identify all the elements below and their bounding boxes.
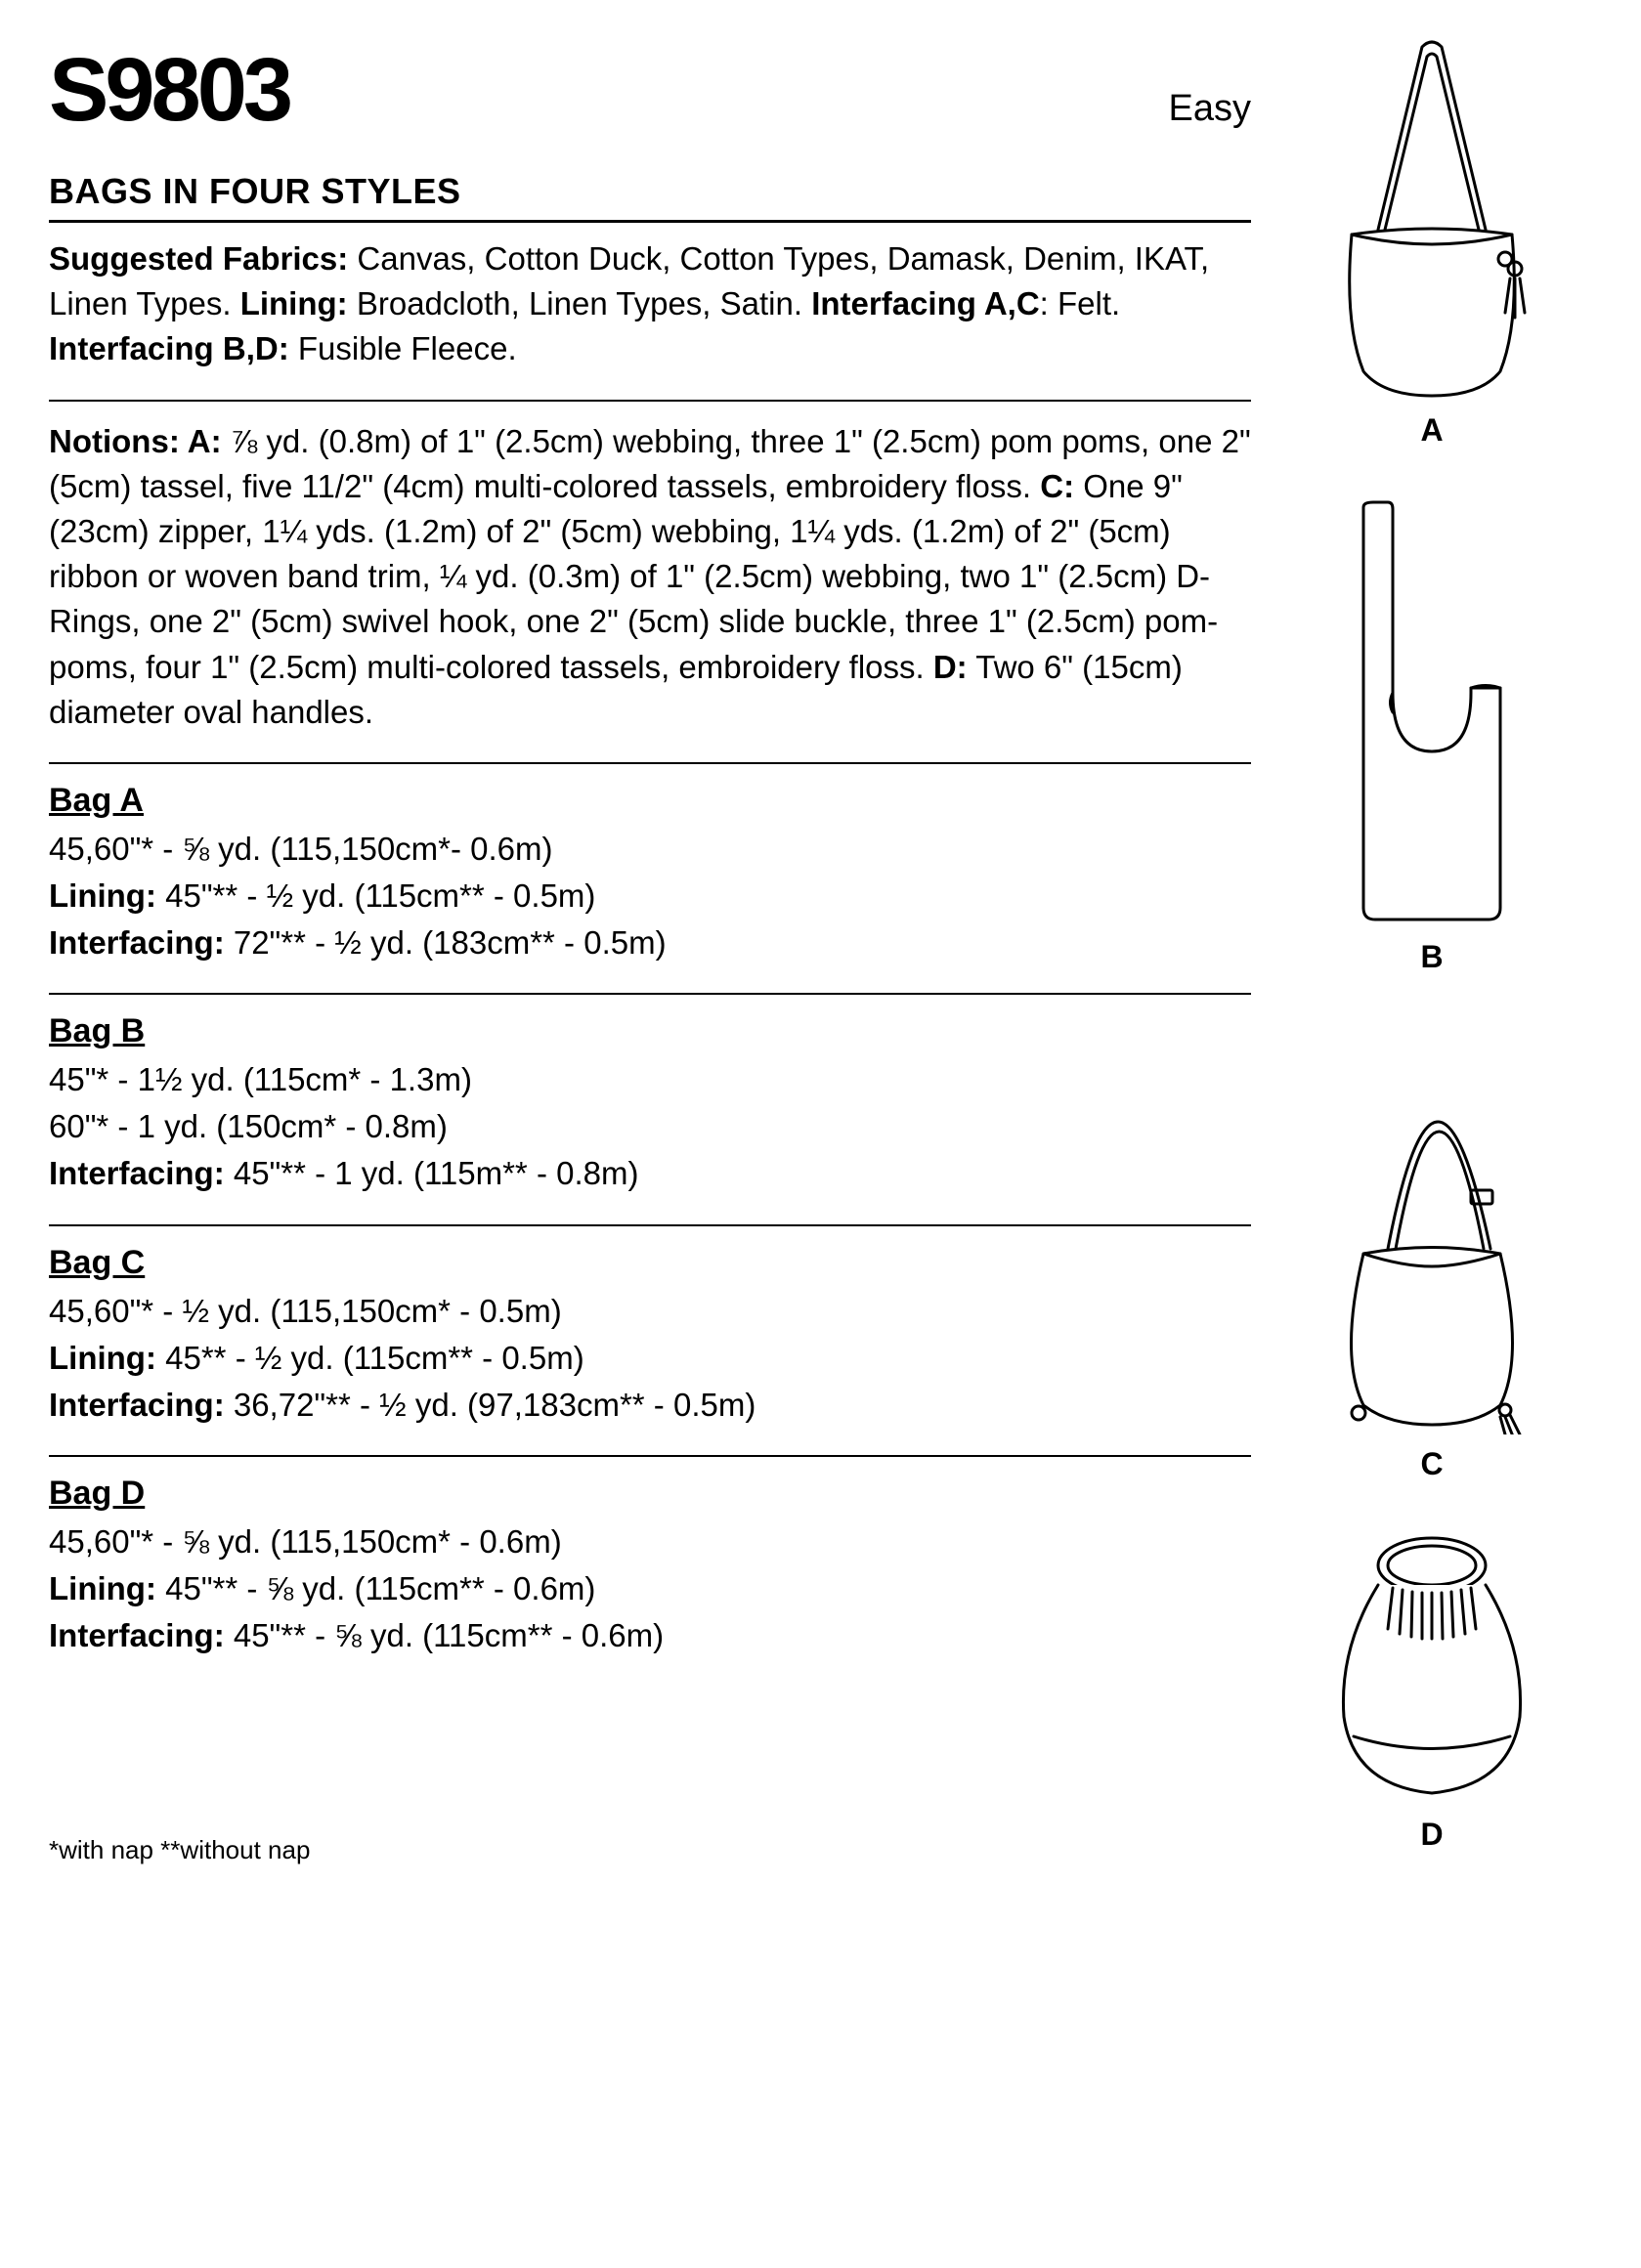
lining-text: Broadcloth, Linen Types, Satin. <box>348 285 812 321</box>
divider <box>49 220 1251 223</box>
bag-d-label: D <box>1319 1817 1544 1853</box>
bag-d-interfacing-text: 45"** - ⅝ yd. (115cm** - 0.6m) <box>225 1617 664 1653</box>
lining-label: Lining: <box>240 285 348 321</box>
divider <box>49 762 1251 764</box>
bag-b-line2: 60"* - 1 yd. (150cm* - 0.8m) <box>49 1103 1251 1150</box>
interfacing-bd-label: Interfacing B,D: <box>49 330 289 366</box>
bag-d-icon <box>1319 1531 1544 1805</box>
bag-b-interfacing-text: 45"** - 1 yd. (115m** - 0.8m) <box>225 1155 639 1191</box>
bag-a-line1: 45,60"* - ⅝ yd. (115,150cm*- 0.6m) <box>49 826 1251 873</box>
interfacing-bd-text: Fusible Fleece. <box>289 330 517 366</box>
bag-d-line2: Lining: 45"** - ⅝ yd. (115cm** - 0.6m) <box>49 1565 1251 1612</box>
bag-c-lining-label: Lining: <box>49 1340 156 1376</box>
bag-b-figure: B <box>1334 497 1530 975</box>
bag-c-line3: Interfacing: 36,72"** - ½ yd. (97,183cm*… <box>49 1382 1251 1429</box>
bag-c-interfacing-text: 36,72"** - ½ yd. (97,183cm** - 0.5m) <box>225 1387 756 1423</box>
divider <box>49 1224 1251 1226</box>
bag-d-lining-text: 45"** - ⅝ yd. (115cm** - 0.6m) <box>156 1570 595 1606</box>
bag-c-line2: Lining: 45** - ½ yd. (115cm** - 0.5m) <box>49 1335 1251 1382</box>
bag-b-line3: Interfacing: 45"** - 1 yd. (115m** - 0.8… <box>49 1150 1251 1197</box>
bag-c-lining-text: 45** - ½ yd. (115cm** - 0.5m) <box>156 1340 584 1376</box>
pattern-number: S9803 <box>49 39 289 142</box>
bag-a-figure: A <box>1324 39 1539 449</box>
bag-a-lining-label: Lining: <box>49 877 156 914</box>
notions-d-label: D: <box>933 649 968 685</box>
bag-a-head: Bag A <box>49 782 1251 820</box>
notions-a-label: Notions: A: <box>49 423 222 459</box>
bag-c-icon <box>1319 1024 1544 1434</box>
bag-c-line1: 45,60"* - ½ yd. (115,150cm* - 0.5m) <box>49 1288 1251 1335</box>
page-title: BAGS IN FOUR STYLES <box>49 171 1251 212</box>
footnote: *with nap **without nap <box>49 1835 1251 1865</box>
bag-a-interfacing-text: 72"** - ½ yd. (183cm** - 0.5m) <box>225 924 667 961</box>
bag-c-label: C <box>1319 1446 1544 1482</box>
bag-d-line1: 45,60"* - ⅝ yd. (115,150cm* - 0.6m) <box>49 1519 1251 1565</box>
bag-d-head: Bag D <box>49 1475 1251 1513</box>
notions-c-label: C: <box>1040 468 1074 504</box>
bag-d-figure: D <box>1319 1531 1544 1853</box>
bag-a-interfacing-label: Interfacing: <box>49 924 225 961</box>
bag-d-line3: Interfacing: 45"** - ⅝ yd. (115cm** - 0.… <box>49 1612 1251 1659</box>
bag-b-icon <box>1334 497 1530 927</box>
suggested-fabrics: Suggested Fabrics: Canvas, Cotton Duck, … <box>49 236 1251 372</box>
fabrics-label: Suggested Fabrics: <box>49 240 348 277</box>
bag-a-label: A <box>1324 412 1539 449</box>
bag-a-line3: Interfacing: 72"** - ½ yd. (183cm** - 0.… <box>49 920 1251 966</box>
bag-c-head: Bag C <box>49 1244 1251 1282</box>
notions: Notions: A: ⅞ yd. (0.8m) of 1" (2.5cm) w… <box>49 419 1251 735</box>
interfacing-ac-label: Interfacing A,C <box>811 285 1039 321</box>
divider <box>49 1455 1251 1457</box>
divider <box>49 993 1251 995</box>
bag-b-interfacing-label: Interfacing: <box>49 1155 225 1191</box>
interfacing-ac-text: : Felt. <box>1040 285 1121 321</box>
bag-d-lining-label: Lining: <box>49 1570 156 1606</box>
bag-b-head: Bag B <box>49 1012 1251 1050</box>
divider <box>49 400 1251 402</box>
bag-a-icon <box>1324 39 1539 401</box>
bag-c-figure: C <box>1319 1024 1544 1482</box>
bag-b-label: B <box>1334 939 1530 975</box>
bag-c-interfacing-label: Interfacing: <box>49 1387 225 1423</box>
bag-a-line2: Lining: 45"** - ½ yd. (115cm** - 0.5m) <box>49 873 1251 920</box>
bag-a-lining-text: 45"** - ½ yd. (115cm** - 0.5m) <box>156 877 595 914</box>
difficulty-label: Easy <box>1169 88 1251 130</box>
bag-b-line1: 45"* - 1½ yd. (115cm* - 1.3m) <box>49 1056 1251 1103</box>
bag-d-interfacing-label: Interfacing: <box>49 1617 225 1653</box>
